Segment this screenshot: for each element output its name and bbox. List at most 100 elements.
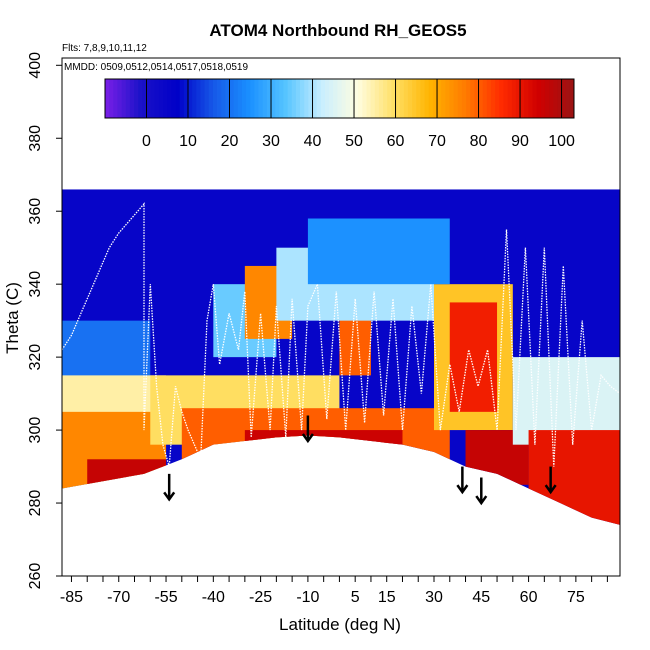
colorbar-cell [250,79,255,118]
colorbar-cell [337,79,342,118]
colorbar-cell [134,79,139,118]
colorbar-cell [333,79,338,118]
colorbar-cell [295,79,301,118]
colorbar-cell [212,79,218,118]
y-tick-label: 400 [27,52,44,79]
colorbar-cell [441,79,446,118]
x-tick-label: -55 [154,589,177,606]
colorbar-tick-label: 50 [345,133,363,150]
colorbar-cell [300,79,305,118]
y-tick-label: 380 [27,125,44,152]
colorbar-cell [470,79,475,118]
colorbar-cell [383,79,388,118]
surface-arrow-4 [544,466,557,495]
colorbar-cell [275,79,280,118]
colorbar-cell [229,79,235,118]
colorbar-tick-label: 80 [470,133,488,150]
colorbar-cell [109,79,114,118]
colorbar-cell [196,79,201,118]
colorbar-cell [113,79,118,118]
colorbar-tick-label: 70 [428,133,446,150]
colorbar-cell [329,79,334,118]
colorbar-cell [167,79,172,118]
colorbar-cell [536,79,542,118]
plot-area [62,189,620,525]
x-tick-label: -10 [296,589,319,606]
colorbar-cell [478,79,484,118]
colorbar-cell [146,79,152,118]
colorbar-cell [399,79,405,118]
y-axis-title: Theta (C) [3,282,22,354]
y-axis: 260 280 300 320 340 360 380 400 [27,52,62,590]
colorbar-cell [175,79,181,118]
colorbar-cell [324,79,330,118]
surface-arrow-1 [301,415,314,444]
colorbar-cell [524,79,529,118]
colorbar-cell [366,79,372,118]
heat-region-7 [244,430,403,467]
heat-region-17 [307,218,450,285]
colorbar-cell [279,79,284,118]
colorbar-cell [258,79,264,118]
colorbar-cell [407,79,413,118]
colorbar-cell [553,79,558,118]
colorbar-cell [569,79,575,118]
colorbar-cell [341,79,347,118]
colorbar-cell [503,79,508,118]
colorbar-cell [428,79,434,118]
colorbar-cell [511,79,517,118]
x-tick-label: -85 [60,589,83,606]
colorbar-cell [266,79,272,118]
x-tick-label: -70 [107,589,130,606]
x-axis: -85 -70 -55 -40 -25 -10 5 15 30 45 60 75 [60,576,608,606]
surface-arrow-3 [475,477,488,506]
x-axis-title: Latitude (deg N) [279,615,401,634]
colorbar-tick-label: 60 [387,133,405,150]
colorbar-cell [528,79,533,118]
colorbar: 0 10 20 30 40 50 60 70 80 90 100 [104,78,575,150]
colorbar-tick-label: 0 [142,133,151,150]
colorbar-cell [246,79,251,118]
colorbar-cell [461,79,467,118]
colorbar-cell [424,79,430,118]
colorbar-cell [540,79,546,118]
colorbar-cell [345,79,351,118]
colorbar-tick-label: 10 [179,133,197,150]
colorbar-cell [520,79,525,118]
flight-track-line [62,202,620,467]
colorbar-cell [453,79,459,118]
colorbar-cell [391,79,396,118]
x-tick-label: 75 [567,589,585,606]
heat-region-16 [528,430,620,525]
x-tick-label: 60 [520,589,538,606]
colorbar-tick-label: 30 [262,133,280,150]
colorbar-cell [308,79,313,118]
colorbar-cell [320,79,326,118]
colorbar-cell [158,79,164,118]
colorbar-cell [557,79,562,118]
colorbar-cell [138,79,143,118]
dates-note: MMDD: 0509,0512,0514,0517,0518,0519 [64,62,248,73]
colorbar-cell [449,79,455,118]
colorbar-cell [474,79,479,118]
chart-title: ATOM4 Northbound RH_GEOS5 [209,21,466,40]
colorbar-cell [262,79,268,118]
y-tick-label: 300 [27,417,44,444]
heat-region-13 [449,302,498,412]
surface-arrow-0 [163,473,176,502]
colorbar-cell [416,79,421,118]
colorbar-cell [432,79,438,118]
colorbar-cell [482,79,488,118]
colorbar-cell [291,79,297,118]
colorbar-cell [192,79,197,118]
colorbar-cell [362,79,367,118]
colorbar-cell [499,79,504,118]
x-tick-label: -40 [202,589,225,606]
colorbar-cell [358,79,363,118]
surface-arrows [163,415,557,506]
colorbar-cell [217,79,222,118]
colorbar-tick-label: 20 [221,133,239,150]
colorbar-cell [200,79,206,118]
y-tick-label: 260 [27,563,44,590]
colorbar-cell [466,79,471,118]
